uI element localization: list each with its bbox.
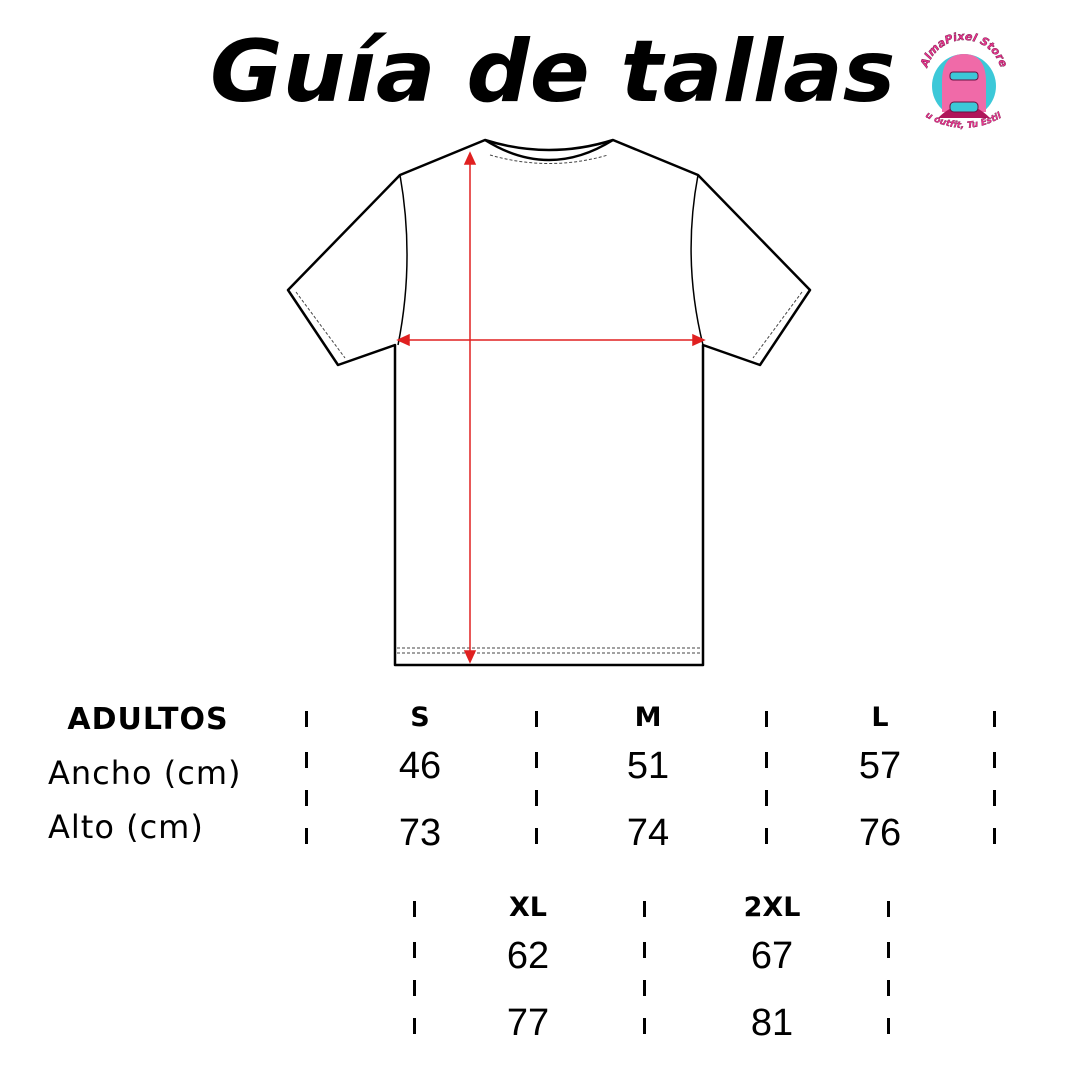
column-divider (535, 790, 538, 806)
column-divider (887, 980, 890, 996)
column-divider (887, 1018, 890, 1034)
column-divider (535, 752, 538, 768)
column-divider (305, 790, 308, 806)
ancho-value: 57 (858, 745, 902, 787)
column-divider (993, 828, 996, 844)
brand-logo: AlmaPixel Store Tu outfit, Tu Estilo (912, 32, 1011, 131)
ancho-value: 62 (506, 935, 550, 977)
ancho-value: 67 (750, 935, 794, 977)
tshirt-diagram (286, 138, 812, 667)
column-divider (413, 901, 416, 917)
table-header: ADULTOS (67, 702, 229, 737)
column-divider (887, 901, 890, 917)
column-divider (305, 711, 308, 727)
column-divider (643, 980, 646, 996)
column-divider (305, 828, 308, 844)
ancho-value: 46 (398, 745, 442, 787)
column-divider (765, 828, 768, 844)
column-divider (887, 942, 890, 958)
alto-value: 74 (626, 812, 670, 854)
page-title: Guía de tallas (210, 22, 896, 122)
column-divider (643, 1018, 646, 1034)
column-divider (305, 752, 308, 768)
size-header: M (634, 702, 662, 733)
column-divider (413, 942, 416, 958)
alto-value: 73 (398, 812, 442, 854)
measure-arrows (396, 151, 706, 664)
alto-value: 77 (506, 1002, 550, 1044)
column-divider (643, 901, 646, 917)
column-divider (765, 790, 768, 806)
alto-value: 81 (750, 1002, 794, 1044)
column-divider (993, 790, 996, 806)
column-divider (535, 828, 538, 844)
alto-value: 76 (858, 812, 902, 854)
column-divider (993, 752, 996, 768)
column-divider (993, 711, 996, 727)
column-divider (413, 980, 416, 996)
row-label-alto: Alto (cm) (48, 808, 204, 846)
size-header: 2XL (743, 892, 801, 923)
column-divider (765, 752, 768, 768)
column-divider (413, 1018, 416, 1034)
size-header: L (871, 702, 889, 733)
size-header: S (410, 702, 430, 733)
ancho-value: 51 (626, 745, 670, 787)
column-divider (535, 711, 538, 727)
column-divider (765, 711, 768, 727)
column-divider (643, 942, 646, 958)
row-label-ancho: Ancho (cm) (48, 754, 242, 792)
size-header: XL (508, 892, 548, 923)
